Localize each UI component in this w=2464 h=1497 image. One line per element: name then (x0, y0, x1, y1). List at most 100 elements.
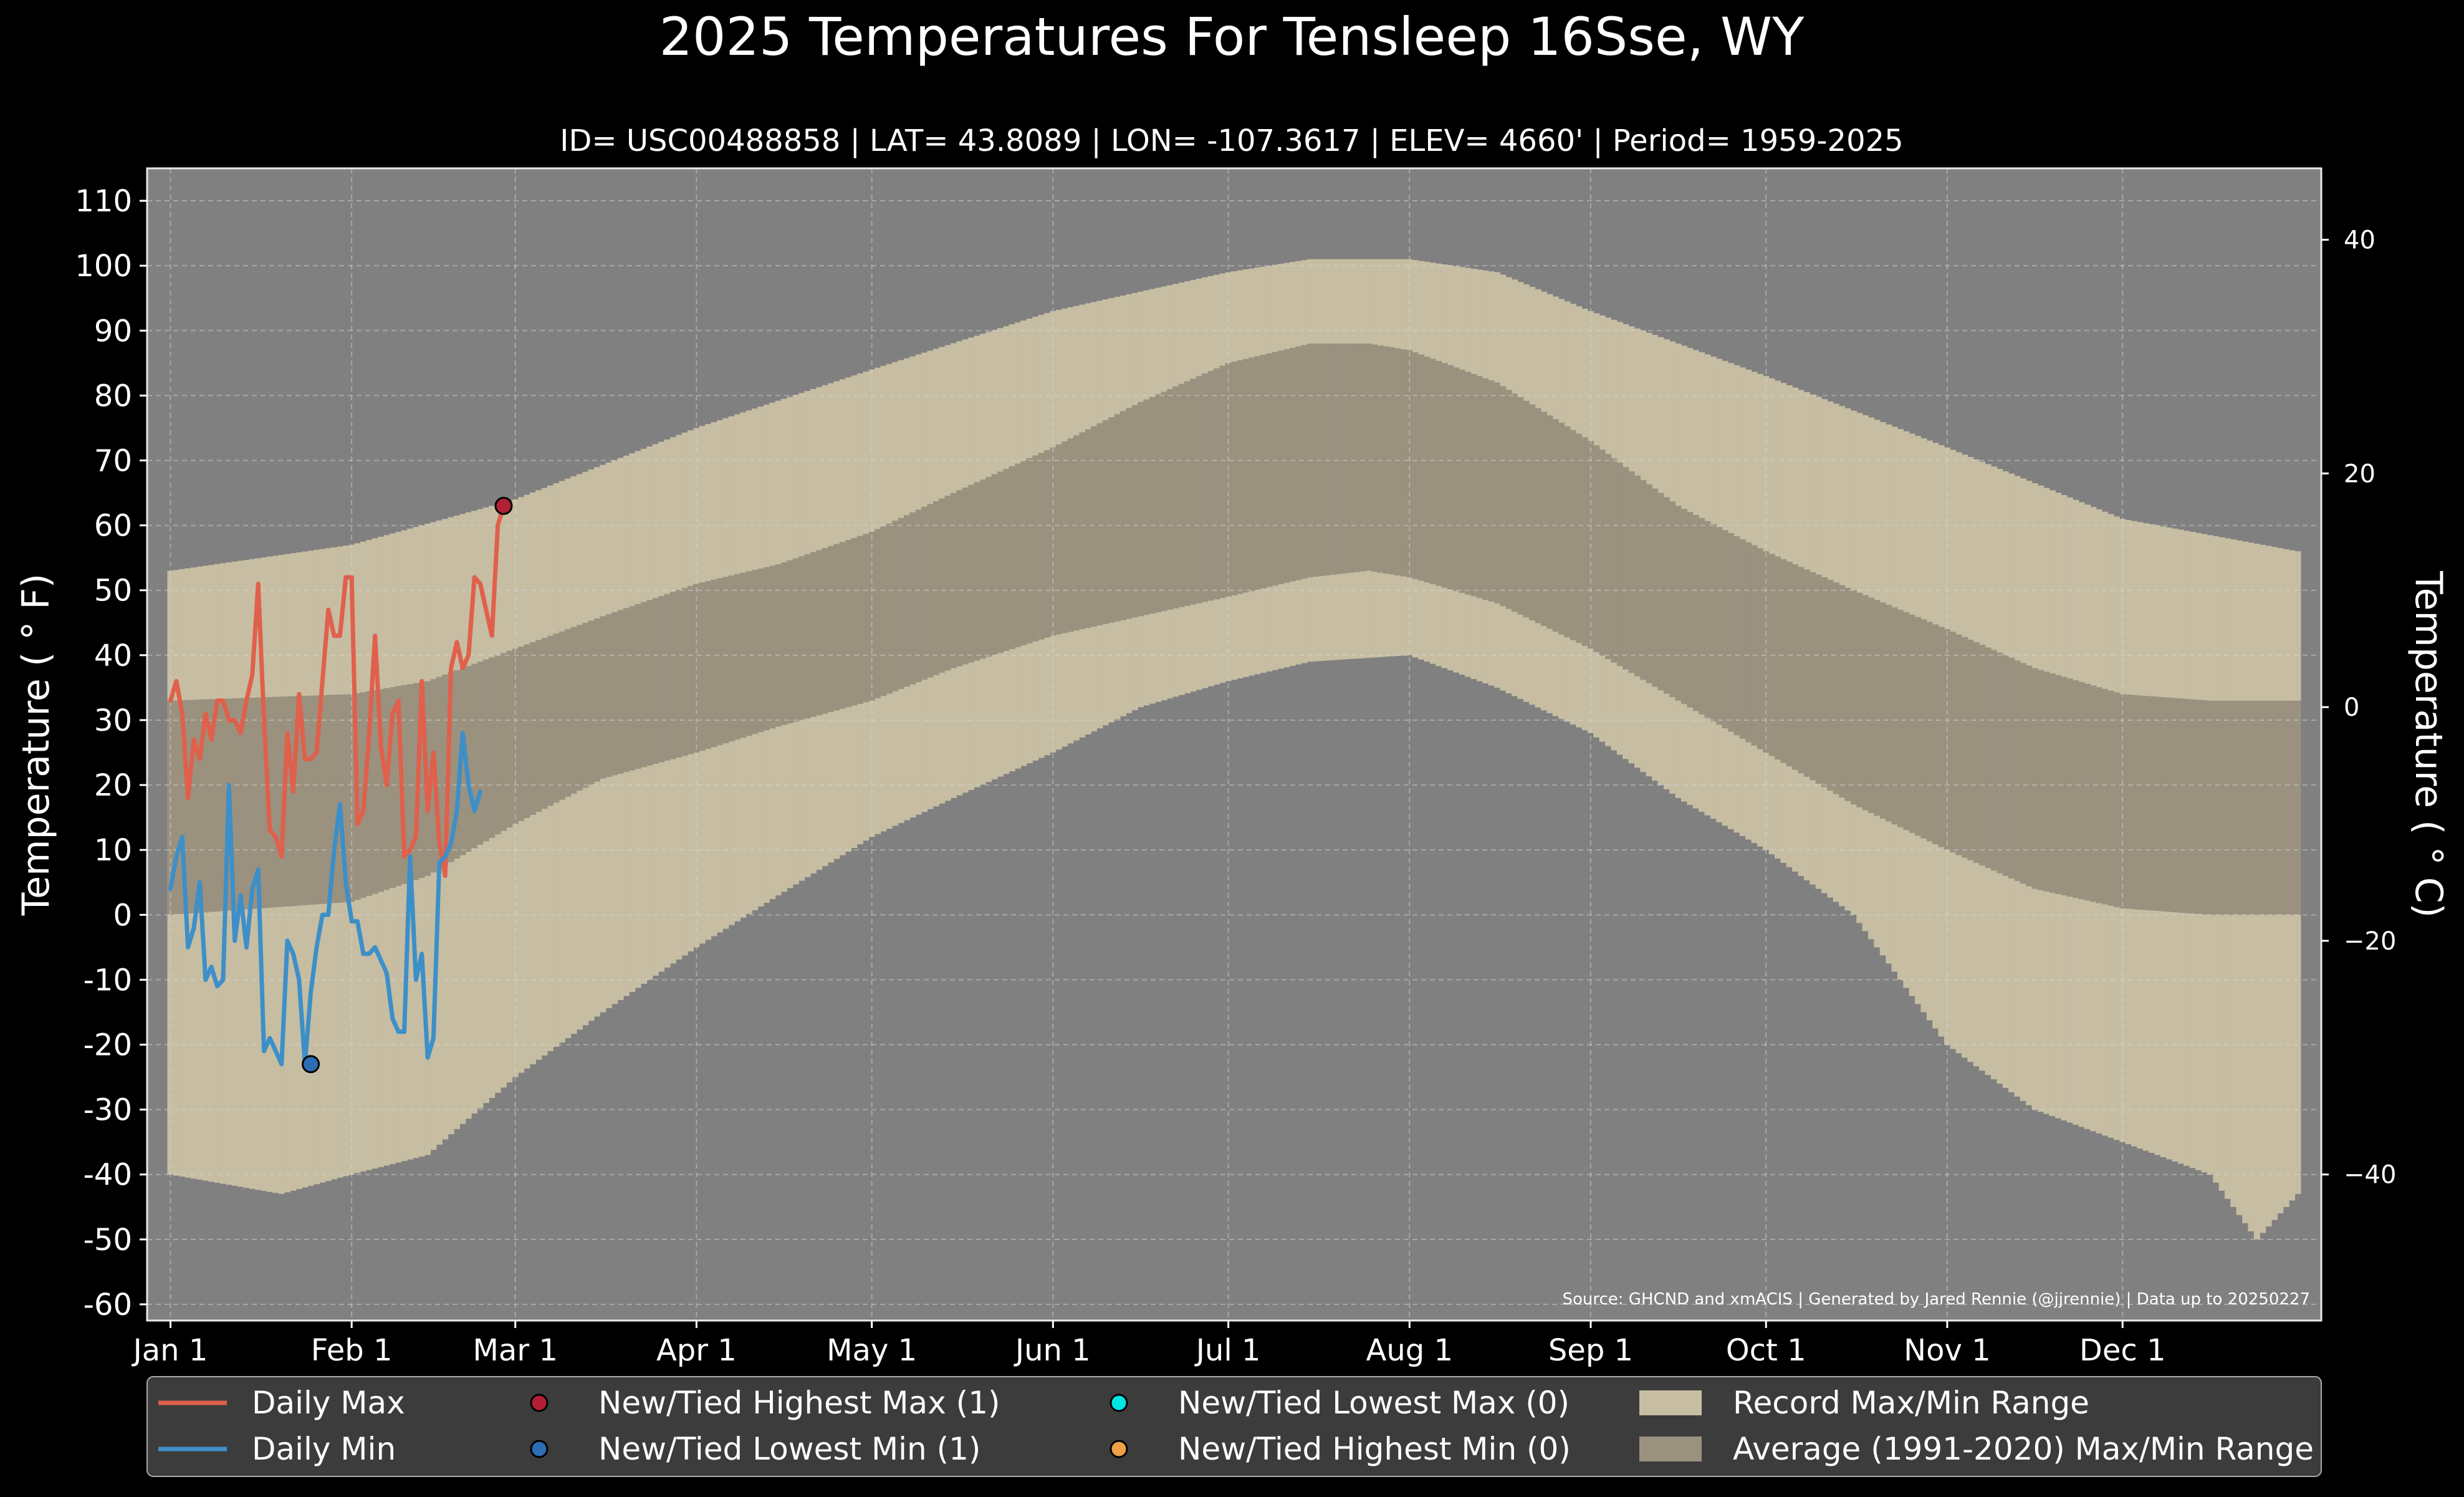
average-range-bar (1301, 345, 1308, 579)
average-range-bar (337, 694, 343, 903)
average-range-bar (676, 590, 683, 758)
average-range-bar (1897, 609, 1904, 827)
new-lowest-min-marker (302, 1055, 320, 1074)
average-range-bar (1412, 352, 1419, 579)
average-range-bar (1512, 393, 1518, 612)
average-range-bar (1915, 617, 1922, 836)
x-tick-label: Dec 1 (2079, 1333, 2166, 1368)
average-range-bar (740, 572, 747, 738)
daily-min-line (168, 731, 482, 1067)
y-tick-label: 70 (94, 444, 132, 479)
average-range-bar (1313, 344, 1320, 577)
average-range-bar (629, 606, 636, 771)
average-range-bar (1365, 344, 1372, 571)
average-range-bar (1792, 564, 1799, 770)
average-range-bar (664, 594, 671, 761)
average-range-bar (1330, 344, 1337, 575)
y-right-tick-label: 40 (2344, 226, 2375, 255)
average-range-bar (1587, 441, 1594, 649)
average-range-bar (1985, 647, 1992, 869)
average-range-bar (524, 644, 530, 818)
average-range-bar (1359, 344, 1366, 572)
average-range-bar (2008, 658, 2015, 878)
average-range-bar (1786, 561, 1793, 767)
x-tick-label: Oct 1 (1726, 1333, 1806, 1368)
average-range-bar (2055, 675, 2062, 894)
average-range-bar (482, 659, 489, 842)
average-range-bar (348, 694, 355, 902)
y-tick-label: -40 (84, 1158, 132, 1193)
average-range-bar (582, 622, 589, 788)
average-range-bar (219, 698, 226, 912)
average-range-bar (372, 690, 378, 894)
average-range-bar (2026, 665, 2033, 887)
average-range-bar (1605, 454, 1612, 660)
average-range-bar (2137, 695, 2144, 910)
average-range-bar (1038, 453, 1045, 640)
average-range-bar (1190, 378, 1197, 605)
average-range-bar (2002, 655, 2009, 876)
legend-dot-swatch (530, 1394, 549, 1412)
average-range-bar (1353, 344, 1360, 572)
average-range-bar (588, 620, 595, 785)
average-range-bar (950, 493, 957, 668)
average-range-bar (816, 550, 823, 716)
average-range-bar (939, 498, 946, 673)
average-range-bar (214, 699, 221, 912)
average-range-bar (1967, 639, 1974, 860)
average-range-bar (1114, 414, 1121, 622)
average-range-bar (1517, 397, 1524, 615)
y-axis-label: Temperature ( ° F) (14, 574, 58, 917)
chart-title: 2025 Temperatures For Tensleep 16Sse, WY (659, 6, 1805, 67)
series-layer (168, 503, 506, 1067)
average-range-bar (833, 544, 840, 711)
average-range-bar (2107, 690, 2114, 906)
average-range-bar (1225, 363, 1232, 597)
average-range-bar (2154, 696, 2161, 912)
average-range-bar (167, 700, 174, 915)
average-range-bar (856, 536, 863, 704)
average-range-bar (1062, 441, 1068, 633)
average-range-bar (635, 604, 641, 769)
legend-label: Record Max/Min Range (1733, 1385, 2089, 1421)
average-range-bar (2172, 698, 2179, 913)
average-range-layer (167, 344, 2301, 915)
average-range-bar (2236, 700, 2243, 915)
average-range-bar (1119, 411, 1126, 620)
average-range-bar (1143, 399, 1150, 615)
average-range-bar (500, 653, 507, 831)
legend-dot-swatch (530, 1440, 549, 1458)
y-tick-label: 110 (75, 184, 132, 219)
average-range-bar (605, 614, 612, 777)
average-range-bar (909, 512, 916, 685)
y-tick-label: 100 (75, 249, 132, 284)
average-range-bar (231, 698, 238, 910)
average-range-bar (1079, 432, 1086, 630)
legend-entry: New/Tied Lowest Min (1) (530, 1431, 980, 1467)
y-tick-label: 50 (94, 574, 132, 609)
average-range-bar (880, 526, 887, 696)
average-range-bar (903, 515, 910, 687)
average-range-bar (342, 694, 349, 903)
average-range-bar (1540, 412, 1547, 626)
average-range-bar (1096, 423, 1103, 625)
y-axis-right-label: Temperature ( ° C) (2407, 570, 2450, 918)
average-range-bar (2073, 680, 2079, 898)
average-range-bar (558, 631, 565, 800)
average-range-bar (2195, 700, 2202, 914)
average-range-bar (295, 696, 302, 906)
average-range-bar (1318, 344, 1325, 576)
average-range-bar (1453, 367, 1460, 592)
average-range-bar (506, 650, 513, 828)
average-range-bar (406, 684, 413, 882)
average-range-bar (1424, 356, 1431, 583)
average-range-bar (1336, 344, 1343, 574)
average-range-bar (646, 600, 653, 766)
average-range-bar (921, 506, 928, 680)
average-range-bar (191, 700, 197, 913)
plot-frame (146, 167, 2323, 1322)
average-range-bar (1009, 466, 1015, 650)
average-range-bar (1775, 556, 1781, 760)
average-range-bar (541, 638, 548, 809)
average-range-bar (623, 608, 630, 773)
